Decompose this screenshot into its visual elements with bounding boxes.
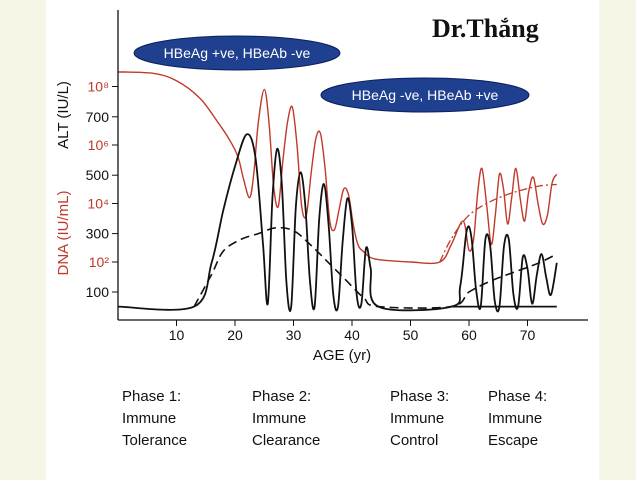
alt-tick-label: 500 (86, 167, 110, 183)
annotation-text-2: HBeAg -ve, HBeAb +ve (352, 87, 499, 103)
series-dna-trend-line (439, 183, 557, 263)
y-axis-label-dna: DNA (IU/mL) (55, 190, 72, 275)
phase-3-label: Phase 3: Immune Control (390, 386, 449, 452)
x-tick-label: 20 (227, 327, 243, 343)
annotation-text-1: HBeAg +ve, HBeAb -ve (164, 45, 311, 61)
phase-4-line1: Immune (488, 410, 543, 427)
dna-tick-label: 10⁸ (88, 79, 110, 95)
x-tick-label: 50 (403, 327, 419, 343)
series-dna-line (117, 71, 558, 265)
phase-1-line1: Immune (122, 410, 177, 427)
alt-tick-label: 300 (86, 226, 110, 242)
annotation-bubble-2 (320, 77, 530, 113)
phase-2-title: Phase 2: (252, 388, 312, 405)
y-tick-layer: 100 300 500 700 10² 10⁴ 10⁶ 10⁸ (86, 79, 118, 300)
x-tick-label: 60 (461, 327, 477, 343)
figure-panel (46, 0, 599, 480)
alt-tick-label: 100 (86, 284, 110, 300)
annotation-hbeag-positive: HBeAg +ve, HBeAb -ve (133, 35, 341, 71)
phase-2-line2: Clearance (252, 432, 321, 449)
x-tick-layer: 10 20 30 40 50 60 70 (169, 320, 536, 343)
phase-2-label: Phase 2: Immune Clearance (252, 386, 320, 452)
phase-2-line1: Immune (252, 410, 307, 427)
phase-3-line1: Immune (390, 410, 445, 427)
phase-4-label: Phase 4: Immune Escape (488, 386, 547, 452)
phase-4-title: Phase 4: (488, 388, 548, 405)
phase-1-label: Phase 1: Immune Tolerance (122, 386, 187, 452)
x-tick-label: 30 (286, 327, 302, 343)
series-alt-trend-line (193, 226, 558, 309)
phase-3-line2: Control (390, 432, 439, 449)
phase-1-line2: Tolerance (122, 432, 188, 449)
annotation-bubble-1 (133, 35, 341, 71)
annotation-hbeag-negative: HBeAg -ve, HBeAb +ve (320, 77, 530, 113)
x-tick-label: 70 (520, 327, 536, 343)
author-watermark: Dr.Thắng (432, 14, 539, 43)
series-layer (117, 71, 558, 313)
phase-1-title: Phase 1: (122, 388, 182, 405)
dna-tick-label: 10⁶ (88, 137, 109, 153)
alt-tick-label: 700 (86, 109, 110, 125)
phase-3-title: Phase 3: (390, 388, 450, 405)
x-tick-label: 40 (344, 327, 360, 343)
x-tick-label: 10 (169, 327, 185, 343)
dna-tick-label: 10⁴ (87, 196, 109, 212)
phase-4-line2: Escape (488, 432, 539, 449)
x-axis-label: AGE (yr) (313, 347, 371, 364)
series-alt-line (117, 133, 558, 313)
y-axis-label-alt: ALT (IU/L) (55, 81, 72, 149)
dna-tick-label: 10² (89, 254, 110, 270)
